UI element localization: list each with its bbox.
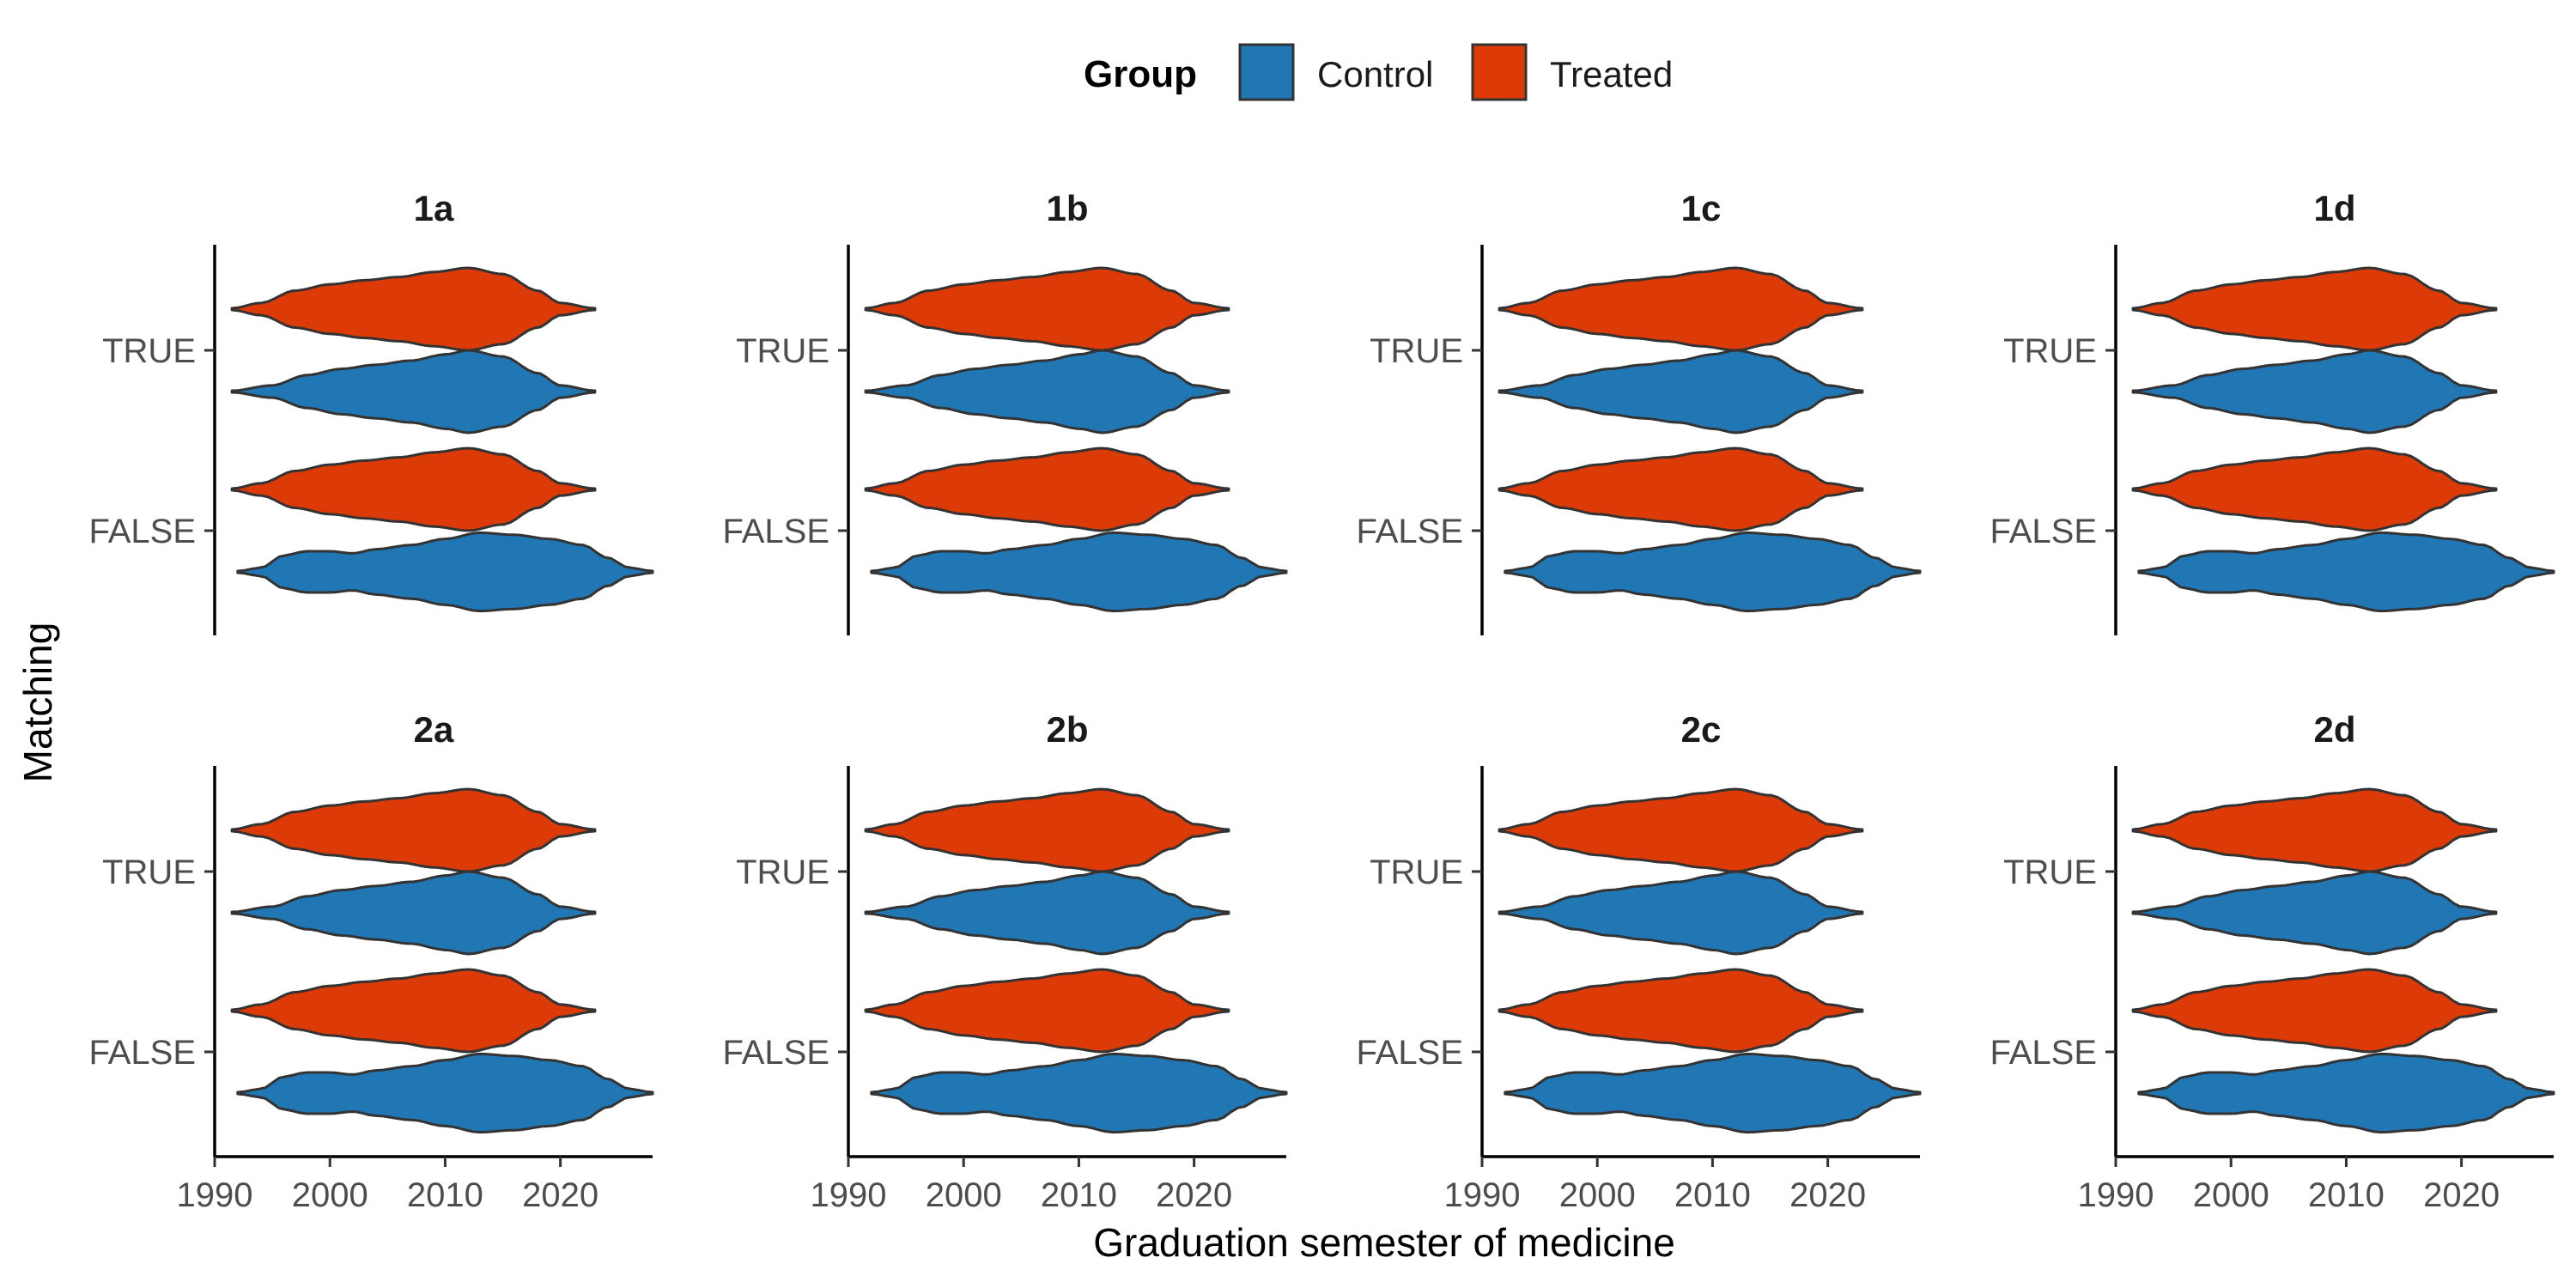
violin-true-control xyxy=(230,870,597,956)
violin-true-control xyxy=(864,870,1230,956)
x-tick-label-2000: 2000 xyxy=(2193,1176,2269,1214)
violin-false-control xyxy=(236,1052,654,1134)
x-tick-label-1990: 1990 xyxy=(811,1176,887,1214)
x-tick-label-1990: 1990 xyxy=(2078,1176,2154,1214)
violin-true-treated xyxy=(864,787,1230,873)
panel-title-1c: 1c xyxy=(1681,188,1722,228)
panel-title-1a: 1a xyxy=(414,188,454,228)
violin-true-treated xyxy=(2131,787,2498,873)
x-tick-label-2000: 2000 xyxy=(1559,1176,1636,1214)
x-tick-label-2020: 2020 xyxy=(1789,1176,1866,1214)
legend-swatch-control xyxy=(1238,43,1295,101)
violin-false-treated xyxy=(230,447,597,532)
violin-false-control xyxy=(236,531,654,613)
panel-2b: 2b TRUE FALSE 1990 2000 2010 2020 xyxy=(722,709,1288,1214)
y-tick-label-true: TRUE xyxy=(2003,854,2097,891)
y-tick-label-true: TRUE xyxy=(102,854,196,891)
y-tick-label-true: TRUE xyxy=(1370,854,1463,891)
legend-swatch-treated xyxy=(1471,43,1528,101)
violin-true-treated xyxy=(1498,787,1864,873)
y-tick-label-false: FALSE xyxy=(1990,1034,2097,1072)
panel-title-2d: 2d xyxy=(2313,709,2355,750)
x-tick-label-2000: 2000 xyxy=(926,1176,1002,1214)
panel-title-2a: 2a xyxy=(414,709,454,750)
violin-false-treated xyxy=(230,968,597,1054)
panel-2c: 2c TRUE FALSE 1990 2000 2010 2020 xyxy=(1356,709,1922,1214)
x-axis-title: Graduation semester of medicine xyxy=(1093,1220,1675,1265)
panel-1d: 1d TRUE FALSE xyxy=(1990,188,2555,635)
violin-false-control xyxy=(870,531,1288,613)
violin-false-control xyxy=(2137,531,2555,613)
facet-panels: 1a TRUE FALSE 1b TRUE FALSE 1c TRUE FALSE 1d TRUE F… xyxy=(88,188,2555,1214)
violin-false-treated xyxy=(1498,968,1864,1054)
x-tick-label-2020: 2020 xyxy=(1156,1176,1232,1214)
violin-false-treated xyxy=(864,968,1230,1054)
violin-false-treated xyxy=(2131,968,2498,1054)
panel-title-2c: 2c xyxy=(1681,709,1722,750)
x-tick-label-2010: 2010 xyxy=(407,1176,483,1214)
violin-true-control xyxy=(230,349,597,434)
violin-true-treated xyxy=(230,266,597,352)
x-tick-label-2020: 2020 xyxy=(2423,1176,2500,1214)
y-tick-label-true: TRUE xyxy=(736,854,829,891)
x-tick-label-2010: 2010 xyxy=(2308,1176,2385,1214)
x-tick-label-2010: 2010 xyxy=(1674,1176,1751,1214)
legend-title: Group xyxy=(1084,53,1197,95)
y-axis-title: Matching xyxy=(15,623,60,783)
y-tick-label-true: TRUE xyxy=(736,332,829,370)
violin-false-control xyxy=(1504,1052,1922,1134)
violin-true-control xyxy=(1498,349,1864,434)
violin-true-treated xyxy=(2131,266,2498,352)
violin-true-treated xyxy=(230,787,597,873)
violin-false-treated xyxy=(864,447,1230,532)
panel-2d: 2d TRUE FALSE 1990 2000 2010 2020 xyxy=(1990,709,2555,1214)
violin-true-control xyxy=(864,349,1230,434)
violin-false-control xyxy=(2137,1052,2555,1134)
x-tick-label-2000: 2000 xyxy=(292,1176,368,1214)
panel-title-1d: 1d xyxy=(2313,188,2355,228)
y-tick-label-true: TRUE xyxy=(1370,332,1463,370)
panel-2a: 2a TRUE FALSE 1990 2000 2010 2020 xyxy=(88,709,654,1214)
violin-false-treated xyxy=(2131,447,2498,532)
panel-1c: 1c TRUE FALSE xyxy=(1356,188,1922,635)
legend-label-control: Control xyxy=(1317,54,1433,94)
legend-label-treated: Treated xyxy=(1550,54,1673,94)
x-tick-label-1990: 1990 xyxy=(177,1176,253,1214)
y-tick-label-false: FALSE xyxy=(1356,513,1463,550)
legend: Group Control Treated xyxy=(1084,43,1673,101)
violin-false-control xyxy=(1504,531,1922,613)
y-tick-label-false: FALSE xyxy=(88,1034,196,1072)
y-tick-label-false: FALSE xyxy=(88,513,196,550)
violin-false-treated xyxy=(1498,447,1864,532)
panel-title-1b: 1b xyxy=(1046,188,1088,228)
violin-true-treated xyxy=(864,266,1230,352)
x-tick-label-2010: 2010 xyxy=(1041,1176,1117,1214)
y-tick-label-true: TRUE xyxy=(2003,332,2097,370)
violin-true-treated xyxy=(1498,266,1864,352)
violin-false-control xyxy=(870,1052,1288,1134)
violin-true-control xyxy=(2131,870,2498,956)
panel-title-2b: 2b xyxy=(1046,709,1088,750)
y-tick-label-true: TRUE xyxy=(102,332,196,370)
panel-1a: 1a TRUE FALSE xyxy=(88,188,654,635)
y-tick-label-false: FALSE xyxy=(1990,513,2097,550)
violin-true-control xyxy=(2131,349,2498,434)
y-tick-label-false: FALSE xyxy=(1356,1034,1463,1072)
violin-true-control xyxy=(1498,870,1864,956)
x-tick-label-2020: 2020 xyxy=(522,1176,598,1214)
y-tick-label-false: FALSE xyxy=(722,1034,829,1072)
x-tick-label-1990: 1990 xyxy=(1444,1176,1521,1214)
y-tick-label-false: FALSE xyxy=(722,513,829,550)
panel-1b: 1b TRUE FALSE xyxy=(722,188,1288,635)
